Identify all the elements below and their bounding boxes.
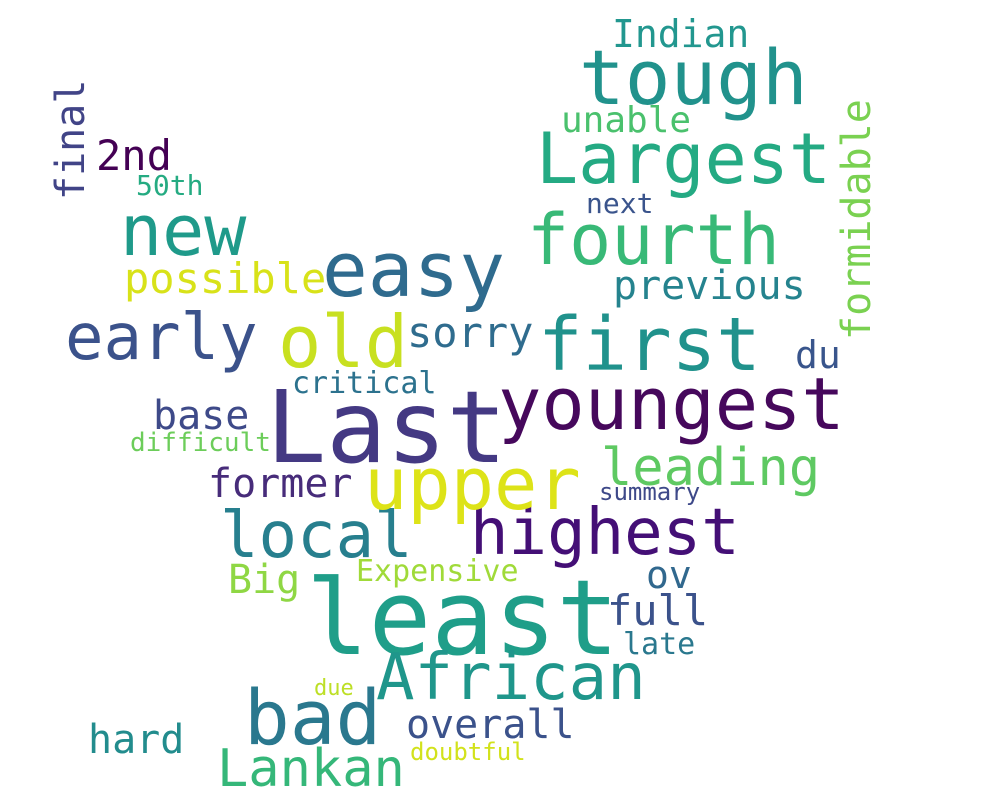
word-lankan: Lankan — [217, 739, 405, 799]
word-tough: tough — [579, 33, 808, 122]
word-50th: 50th — [136, 169, 204, 202]
word-unable: unable — [561, 100, 692, 141]
word-ov: ov — [646, 553, 692, 597]
word-african: African — [376, 641, 646, 715]
word-difficult: difficult — [130, 428, 271, 458]
word-due: due — [314, 676, 354, 701]
word-fourth: fourth — [527, 199, 780, 281]
word-largest: Largest — [536, 118, 832, 200]
word-big: Big — [228, 557, 301, 603]
word-overall: overall — [406, 702, 575, 748]
word-formidable: formidable — [834, 99, 880, 340]
word-expensive: Expensive — [356, 554, 519, 589]
word-possible: possible — [124, 254, 327, 303]
word-old: old — [278, 300, 409, 384]
word-first: first — [538, 302, 761, 388]
word-early: early — [65, 301, 258, 375]
word-full: full — [607, 586, 709, 635]
word-bad: bad — [244, 673, 382, 762]
word-final: final — [48, 79, 94, 200]
word-critical: critical — [292, 366, 437, 401]
word-last: Last — [266, 369, 507, 486]
word-former: former — [208, 461, 353, 507]
word-hard: hard — [88, 717, 185, 763]
word-indian: Indian — [612, 12, 750, 56]
word-youngest: youngest — [498, 362, 845, 446]
word-upper: upper — [364, 442, 581, 526]
word-base: base — [153, 393, 250, 439]
word-late: late — [623, 627, 696, 662]
word-local: local — [220, 499, 413, 573]
word-sorry: sorry — [407, 308, 534, 357]
word-new: new — [120, 190, 247, 272]
word-du: du — [795, 333, 841, 377]
word-easy: easy — [322, 225, 506, 314]
word-next: next — [586, 187, 654, 220]
word-highest: highest — [470, 496, 740, 570]
word-previous: previous — [613, 263, 806, 309]
word-doubtful: doubtful — [410, 738, 526, 766]
word-2nd: 2nd — [96, 131, 172, 180]
word-least: least — [306, 557, 620, 679]
word-leading: leading — [601, 438, 821, 498]
word-summary: summary — [599, 478, 701, 506]
